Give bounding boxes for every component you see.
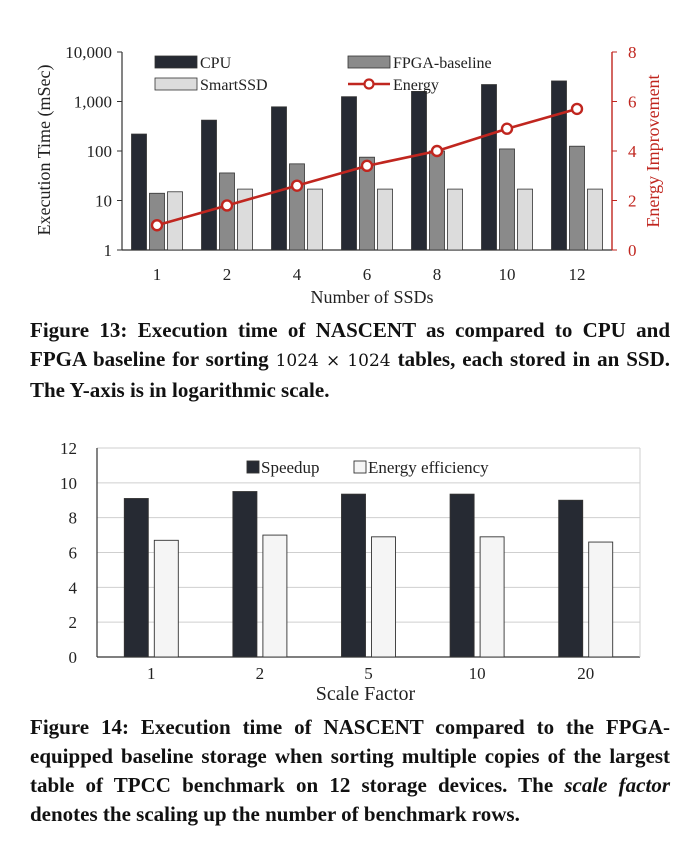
y-tick-label: 1,000 (74, 93, 112, 112)
figure-14-caption-italic: scale factor (564, 773, 670, 797)
x-tick-label: 2 (256, 664, 265, 683)
figure-14-caption-text-b: denotes the scaling up the number of ben… (30, 802, 520, 826)
x-tick-label: 1 (147, 664, 156, 683)
bar-smartssd (517, 188, 533, 251)
bar-fpga-baseline (429, 150, 445, 251)
bar-fpga-baseline (499, 148, 515, 251)
legend-label: CPU (200, 55, 232, 72)
energy-point (360, 159, 374, 173)
energy-point (430, 144, 444, 158)
x-axis-title: Scale Factor (316, 683, 416, 705)
y2-tick-label: 4 (628, 142, 637, 161)
bar-fpga-baseline (569, 145, 585, 251)
energy-point (220, 199, 234, 212)
bar-cpu (201, 119, 217, 251)
energy-point (570, 102, 584, 116)
figure-14-caption-text-a: Execution time of NASCENT compared to th… (30, 715, 670, 797)
energy-point (500, 122, 514, 135)
bar-smartssd (307, 188, 323, 251)
bar-energy-efficiency (262, 534, 288, 658)
y-tick-label: 8 (69, 509, 78, 528)
x-tick-label: 4 (293, 265, 302, 284)
legend-label: SmartSSD (200, 77, 268, 94)
y2-tick-label: 2 (628, 192, 637, 211)
y-tick-label: 4 (69, 578, 78, 597)
y2-tick-label: 8 (628, 43, 637, 62)
energy-point (150, 219, 164, 232)
y-tick-label: 10,000 (65, 43, 112, 62)
bar-energy-efficiency (153, 539, 179, 658)
bar-fpga-baseline (289, 163, 305, 251)
legend-swatch (353, 460, 367, 474)
bar-speedup (341, 493, 366, 658)
y-tick-label: 10 (95, 192, 112, 211)
x-tick-label: 8 (433, 265, 442, 284)
bar-cpu (131, 133, 147, 251)
figure-13-caption-dims: 1024 × 1024 (275, 351, 391, 371)
figure-13-caption-text-b: tables, each stored in an SSD. The Y-axi… (30, 347, 671, 402)
x-tick-label: 12 (569, 265, 586, 284)
y2-tick-label: 6 (628, 93, 637, 112)
legend-swatch (246, 460, 260, 474)
legend-swatch (154, 77, 198, 91)
bar-energy-efficiency (479, 536, 505, 658)
y-tick-label: 100 (87, 142, 113, 161)
figure-14-caption: Figure 14: Execution time of NASCENT com… (30, 713, 670, 829)
figure-13-caption-text-a: Execution time of NASCENT as compared to… (30, 318, 671, 371)
x-axis-title: Number of SSDs (310, 287, 433, 307)
bar-smartssd (447, 188, 463, 251)
bar-speedup (123, 498, 149, 658)
bar-energy-efficiency (588, 541, 614, 658)
x-tick-label: 2 (223, 265, 232, 284)
y-tick-label: 10 (60, 474, 77, 493)
bar-fpga-baseline (359, 156, 375, 251)
y-tick-label: 6 (69, 544, 78, 563)
bar-smartssd (587, 188, 603, 251)
bar-cpu (551, 80, 567, 251)
y-axis-title: Execution Time (mSec) (34, 65, 55, 236)
bar-cpu (481, 84, 497, 251)
bar-smartssd (377, 188, 393, 251)
y2-axis-title: Energy Improvement (643, 74, 663, 227)
bar-cpu (411, 90, 427, 251)
x-tick-label: 1 (153, 265, 162, 284)
x-tick-label: 6 (363, 265, 372, 284)
y2-tick-label: 0 (628, 241, 637, 260)
x-tick-label: 10 (469, 664, 486, 683)
figure-14-caption-label: Figure 14: (30, 715, 129, 739)
figure-13-caption: Figure 13: Execution time of NASCENT as … (30, 316, 670, 405)
y-tick-label: 12 (60, 439, 77, 458)
y-tick-label: 1 (104, 241, 113, 260)
bar-speedup (232, 491, 258, 658)
bar-speedup (449, 493, 475, 658)
legend-label: Energy efficiency (368, 458, 489, 477)
legend-label: FPGA-baseline (393, 55, 492, 72)
x-tick-label: 10 (499, 265, 516, 284)
legend-swatch (347, 55, 391, 69)
legend-label: Speedup (261, 458, 320, 477)
legend-label: Energy (393, 77, 439, 94)
bar-speedup (558, 499, 584, 658)
energy-point (290, 179, 304, 192)
x-tick-label: 5 (364, 664, 373, 683)
legend-swatch (154, 55, 198, 69)
x-tick-label: 20 (577, 664, 594, 683)
y-tick-label: 2 (69, 613, 78, 632)
legend-marker (363, 78, 375, 90)
bar-cpu (271, 106, 287, 251)
y-tick-label: 0 (69, 648, 78, 667)
bar-smartssd (237, 188, 253, 251)
bar-energy-efficiency (371, 536, 396, 658)
figure-13-caption-label: Figure 13: (30, 318, 128, 342)
